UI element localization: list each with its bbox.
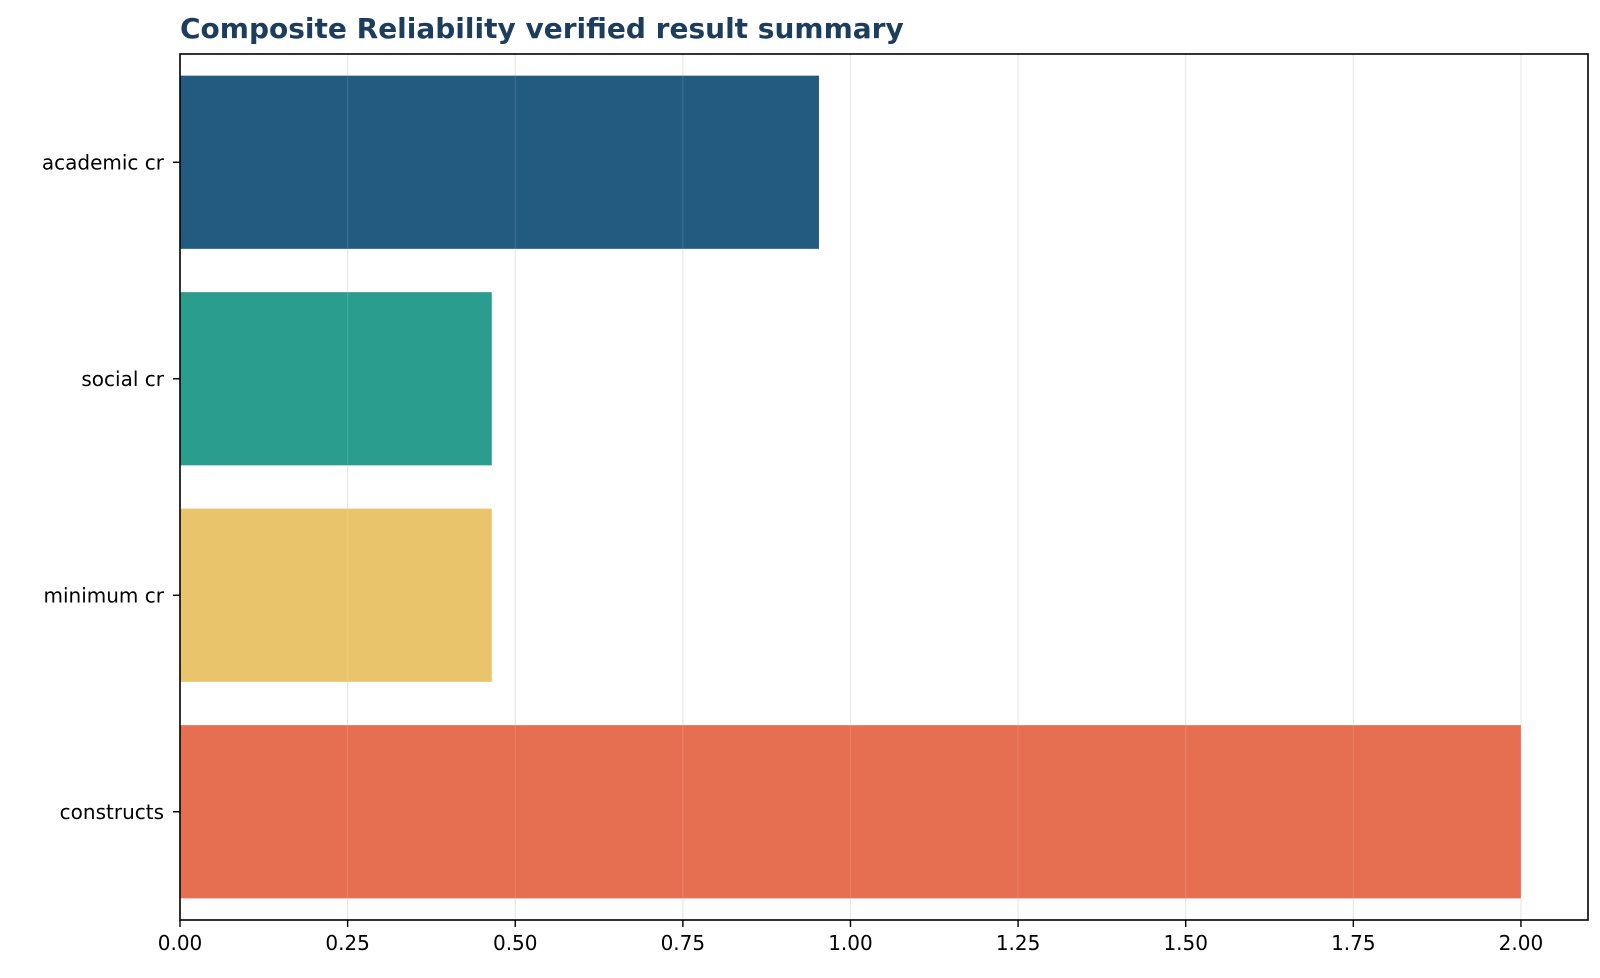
bar-minimum-cr: [180, 508, 492, 682]
bar-social-cr: [180, 292, 492, 466]
x-tick-label: 1.00: [828, 931, 873, 955]
y-tick-label: minimum cr: [44, 583, 165, 607]
y-tick-label: constructs: [60, 800, 164, 824]
x-tick-label: 0.25: [325, 931, 370, 955]
x-tick-label: 0.75: [661, 931, 706, 955]
x-tick-label: 2.00: [1499, 931, 1544, 955]
x-tick-label: 0.50: [493, 931, 538, 955]
bar-academic-cr: [180, 75, 819, 249]
y-tick-label: academic cr: [42, 150, 165, 174]
y-axis: academic cr social cr minimum cr constructs: [42, 150, 180, 824]
x-tick-label: 1.25: [996, 931, 1041, 955]
x-axis: 0.00 0.25 0.50 0.75 1.00 1.25 1.50 1.75 2.00: [158, 920, 1543, 955]
x-tick-label: 0.00: [158, 931, 203, 955]
bar-constructs: [180, 725, 1521, 899]
y-tick-label: social cr: [81, 367, 164, 391]
chart-title: Composite Reliability verified result su…: [180, 12, 904, 45]
bars: [179, 54, 1522, 920]
x-tick-label: 1.75: [1331, 931, 1376, 955]
x-tick-label: 1.50: [1163, 931, 1208, 955]
plot-frame: [179, 53, 1589, 921]
